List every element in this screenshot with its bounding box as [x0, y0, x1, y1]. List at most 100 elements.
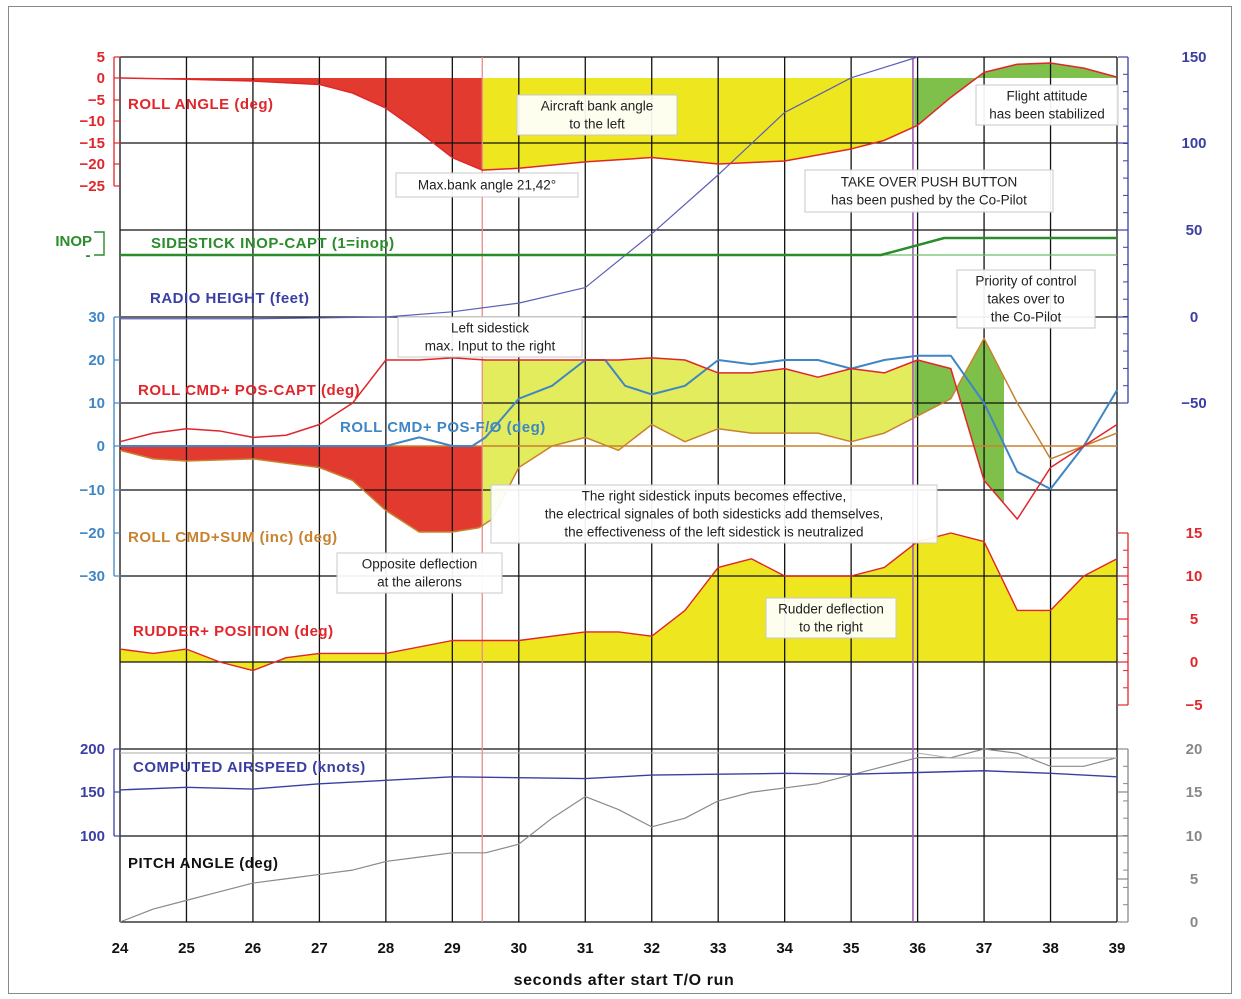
pitch-axis-tick-label: 5 — [1190, 871, 1198, 888]
airspeed-axis-tick-label: 100 — [80, 828, 105, 845]
annotation-text-rightstick: The right sidestick inputs becomes effec… — [582, 489, 847, 504]
roll-cmd-capt-label: ROLL CMD+ POS-CAPT (deg) — [138, 382, 360, 399]
annotation-text-stabilized: has been stabilized — [989, 107, 1105, 122]
label-layer: ROLL ANGLE (deg) SIDESTICK INOP-CAPT (1=… — [128, 96, 734, 989]
x-tick-label: 37 — [976, 940, 993, 957]
roll-cmd-axis-tick-label: −10 — [80, 482, 105, 499]
roll-angle-line — [119, 62, 1118, 171]
roll-angle-fill-red — [120, 78, 483, 171]
x-tick-label: 36 — [909, 940, 926, 957]
roll-cmd-capt-line — [119, 357, 1118, 520]
roll-cmd-sum-label: ROLL CMD+SUM (inc) (deg) — [128, 529, 338, 546]
axes-layer: 50−5−10−15−20−253020100−10−20−3020015010… — [55, 49, 1206, 957]
rudder-axis-tick-label: 15 — [1186, 525, 1203, 542]
airspeed-axis-tick-label: 200 — [80, 741, 105, 758]
airspeed-label: COMPUTED AIRSPEED (knots) — [133, 759, 366, 776]
rudder-fill-yellow — [120, 533, 1117, 671]
x-tick-label: 31 — [577, 940, 594, 957]
x-tick-label: 34 — [776, 940, 793, 957]
inop-tick-label: INOP — [55, 233, 92, 250]
annotation-text-rudder: Rudder deflection — [778, 602, 884, 617]
annotation-box-opposite — [336, 552, 503, 594]
roll-angle-axis-tick-label: −25 — [80, 178, 105, 195]
rudder-position-label: RUDDER+ POSITION (deg) — [133, 623, 334, 640]
annotation-text-maxbank: Max.bank angle 21,42° — [418, 178, 556, 193]
radio-height-label: RADIO HEIGHT (feet) — [150, 290, 310, 307]
pitch-axis-tick-label: 15 — [1186, 784, 1203, 801]
annotation-box-rightstick — [490, 484, 938, 544]
radio-height-axis-tick-label: 50 — [1186, 222, 1203, 239]
roll-cmd-fo-line — [120, 354, 1118, 490]
airspeed-axis-tick-label: 150 — [80, 784, 105, 801]
rudder-axis-tick-label: 10 — [1186, 568, 1203, 585]
inop-zero-tick-label: - — [86, 247, 91, 264]
sidestick-inop-label: SIDESTICK INOP-CAPT (1=inop) — [151, 235, 395, 252]
radio-height-axis-tick-label: −50 — [1181, 395, 1206, 412]
annotation-text-rudder: to the right — [799, 620, 863, 635]
x-tick-label: 32 — [643, 940, 660, 957]
annotation-layer: Aircraft bank angle to the left Flight att… — [336, 84, 1119, 639]
roll-angle-axis-tick-label: 5 — [97, 49, 105, 66]
radio-height-axis-tick-label: 0 — [1190, 309, 1198, 326]
annotation-text-opposite: Opposite deflection — [362, 557, 478, 572]
rudder-axis-tick-label: 0 — [1190, 654, 1198, 671]
roll-angle-axis-tick-label: 0 — [97, 70, 105, 87]
roll-angle-axis-tick-label: −10 — [80, 113, 105, 130]
pitch-angle-label: PITCH ANGLE (deg) — [128, 855, 278, 872]
roll-cmd-axis-tick-label: 20 — [88, 352, 105, 369]
annotation-text-bank: Aircraft bank angle — [541, 99, 654, 114]
annotation-text-priority: takes over to — [987, 292, 1064, 307]
annotation-text-leftstick: max. Input to the right — [425, 339, 556, 354]
airspeed-line — [119, 770, 1118, 791]
x-tick-label: 29 — [444, 940, 461, 957]
x-tick-label: 35 — [843, 940, 860, 957]
annotation-box-maxbank — [395, 172, 579, 198]
fill-layer — [120, 62, 1117, 671]
annotation-box-rudder — [765, 597, 897, 639]
annotation-text-bank: to the left — [569, 117, 625, 132]
roll-angle-axis-tick-label: −15 — [80, 135, 105, 152]
pitch-axis-tick-label: 20 — [1186, 741, 1203, 758]
x-tick-label: 26 — [245, 940, 262, 957]
roll-cmd-axis-tick-label: −30 — [80, 568, 105, 585]
x-tick-label: 27 — [311, 940, 328, 957]
annotation-text-takeover: has been pushed by the Co-Pilot — [831, 193, 1027, 208]
rudder-axis-tick-label: 5 — [1190, 611, 1198, 628]
roll-cmd-axis-tick-label: 0 — [97, 438, 105, 455]
inop-axis-bracket — [94, 231, 105, 256]
sidestick-inop-line — [120, 236, 1117, 257]
roll-angle-axis-tick-label: −20 — [80, 156, 105, 173]
roll-cmd-fill-green — [914, 338, 1005, 504]
radio-height-axis-tick-label: 100 — [1181, 135, 1206, 152]
rudder-axis-tick-label: −5 — [1185, 697, 1202, 714]
roll-cmd-axis-tick-label: 30 — [88, 309, 105, 326]
annotation-text-priority: Priority of control — [975, 274, 1076, 289]
radio-height-line — [120, 56, 918, 320]
x-tick-label: 38 — [1042, 940, 1059, 957]
annotation-text-opposite: at the ailerons — [377, 575, 462, 590]
roll-cmd-axis-tick-label: −20 — [80, 525, 105, 542]
x-tick-label: 24 — [112, 940, 129, 957]
roll-cmd-fill-yellow — [482, 357, 915, 526]
x-axis-title: seconds after start T/O run — [514, 972, 735, 989]
annotation-text-takeover: TAKE OVER PUSH BUTTON — [841, 175, 1018, 190]
annotation-text-rightstick: the electrical signales of both sidestic… — [545, 507, 883, 522]
annotation-text-priority: the Co-Pilot — [991, 310, 1062, 325]
roll-cmd-fo-label: ROLL CMD+ POS-F/O (deg) — [340, 419, 546, 436]
annotation-box-leftstick — [397, 316, 583, 358]
annotation-text-rightstick: the effectiveness of the left sidestick … — [564, 525, 863, 540]
roll-sum-fill-red — [120, 446, 483, 532]
roll-angle-fill-green — [914, 62, 1117, 127]
gray-ref-line — [120, 752, 1117, 759]
annotation-box-priority — [956, 269, 1096, 329]
x-tick-label: 33 — [710, 940, 727, 957]
pitch-axis-tick-label: 0 — [1190, 914, 1198, 931]
roll-cmd-axis-tick-label: 10 — [88, 395, 105, 412]
x-tick-label: 39 — [1109, 940, 1126, 957]
x-tick-label: 30 — [510, 940, 527, 957]
x-tick-label: 25 — [178, 940, 195, 957]
annotation-box-takeover — [804, 169, 1054, 213]
x-tick-label: 28 — [378, 940, 395, 957]
pitch-axis-tick-label: 10 — [1186, 828, 1203, 845]
